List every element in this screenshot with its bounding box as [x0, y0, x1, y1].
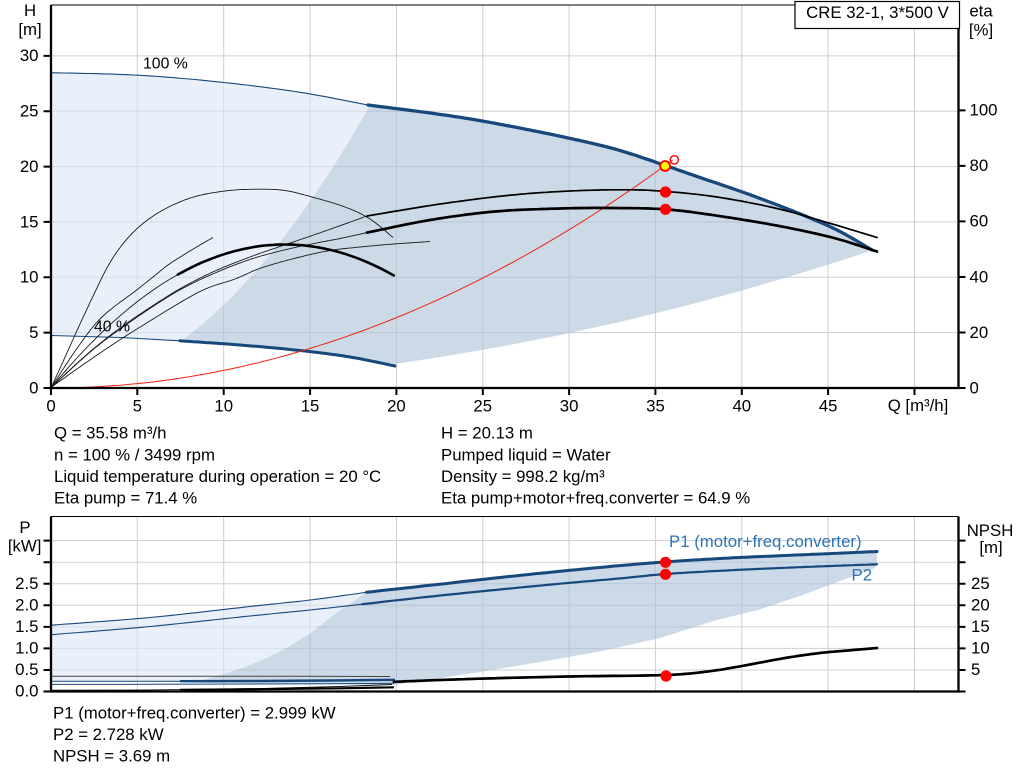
svg-text:CRE 32-1, 3*500 V: CRE 32-1, 3*500 V	[806, 3, 950, 22]
svg-text:15: 15	[20, 212, 39, 231]
svg-text:5: 5	[133, 397, 142, 416]
svg-text:H: H	[24, 1, 36, 20]
svg-text:2.0: 2.0	[15, 595, 38, 614]
svg-text:15: 15	[301, 397, 320, 416]
svg-text:0: 0	[29, 378, 38, 397]
svg-text:5: 5	[29, 323, 38, 342]
svg-text:20: 20	[387, 397, 406, 416]
svg-text:Q = 35.58 m³/h: Q = 35.58 m³/h	[54, 424, 166, 443]
svg-text:H = 20.13 m: H = 20.13 m	[441, 424, 533, 443]
svg-text:0.0: 0.0	[15, 682, 38, 701]
svg-text:Pumped liquid = Water: Pumped liquid = Water	[441, 445, 611, 464]
svg-text:15: 15	[971, 617, 990, 636]
svg-text:P2 = 2.728 kW: P2 = 2.728 kW	[53, 725, 164, 744]
svg-text:Eta pump = 71.4 %: Eta pump = 71.4 %	[54, 489, 197, 508]
svg-text:60: 60	[970, 212, 989, 231]
svg-text:1.5: 1.5	[15, 617, 38, 636]
svg-text:[m]: [m]	[18, 20, 41, 39]
svg-text:40 %: 40 %	[94, 319, 130, 336]
svg-text:5: 5	[971, 660, 980, 679]
svg-text:35: 35	[646, 397, 665, 416]
svg-text:[%]: [%]	[969, 20, 993, 39]
svg-text:30: 30	[20, 46, 39, 65]
svg-text:0.5: 0.5	[15, 660, 38, 679]
svg-text:eta: eta	[969, 2, 993, 21]
svg-text:n = 100 % / 3499 rpm: n = 100 % / 3499 rpm	[54, 445, 215, 464]
svg-text:30: 30	[560, 397, 579, 416]
svg-text:10: 10	[20, 268, 39, 287]
svg-text:[kW]: [kW]	[8, 536, 42, 555]
svg-text:NPSH = 3.69 m: NPSH = 3.69 m	[53, 747, 170, 766]
svg-text:P: P	[19, 518, 30, 537]
svg-text:10: 10	[971, 639, 990, 658]
svg-text:P1 (motor+freq.converter) = 2.: P1 (motor+freq.converter) = 2.999 kW	[53, 703, 336, 722]
svg-text:20: 20	[20, 157, 39, 176]
svg-text:40: 40	[970, 267, 989, 286]
svg-text:0: 0	[46, 397, 55, 416]
svg-text:10: 10	[214, 397, 233, 416]
svg-text:NPSH: NPSH	[967, 521, 1014, 540]
svg-text:20: 20	[970, 323, 989, 342]
svg-text:Liquid temperature during oper: Liquid temperature during operation = 20…	[54, 467, 381, 486]
svg-text:P1 (motor+freq.converter): P1 (motor+freq.converter)	[669, 532, 862, 551]
svg-text:0: 0	[970, 378, 979, 397]
svg-text:25: 25	[20, 102, 39, 121]
svg-text:P2: P2	[852, 566, 873, 585]
svg-text:1.0: 1.0	[15, 638, 38, 657]
svg-text:Q [m³/h]: Q [m³/h]	[888, 396, 949, 415]
svg-text:Density = 998.2 kg/m³: Density = 998.2 kg/m³	[441, 467, 605, 486]
svg-text:45: 45	[819, 397, 838, 416]
svg-text:[m]: [m]	[979, 538, 1002, 557]
svg-text:25: 25	[473, 397, 492, 416]
svg-text:100: 100	[970, 101, 998, 120]
svg-text:25: 25	[971, 574, 990, 593]
svg-text:Eta pump+motor+freq.converter: Eta pump+motor+freq.converter = 64.9 %	[441, 489, 750, 508]
svg-text:40: 40	[732, 397, 751, 416]
svg-text:80: 80	[970, 156, 989, 175]
svg-text:2.5: 2.5	[15, 574, 38, 593]
svg-text:20: 20	[971, 596, 990, 615]
svg-text:100 %: 100 %	[143, 56, 188, 73]
